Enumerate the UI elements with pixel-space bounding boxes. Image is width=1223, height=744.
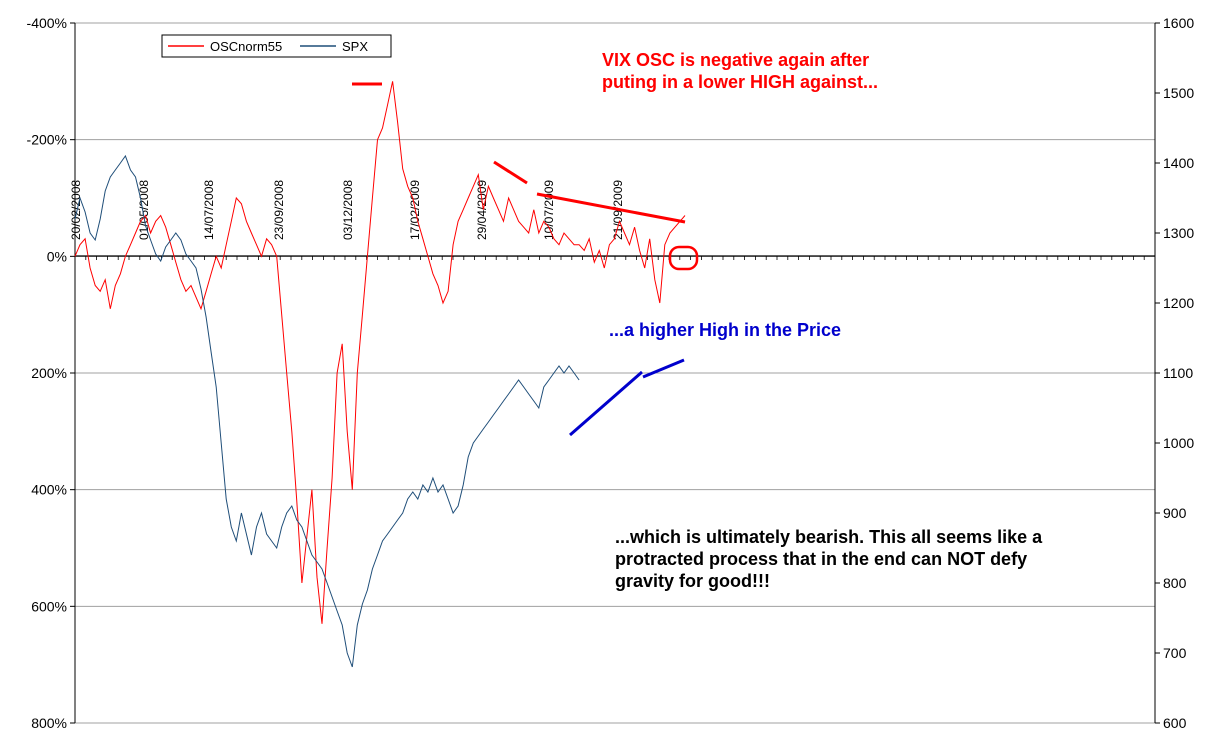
annotation-higher-high-line-1: ...a higher High in the Price <box>609 320 842 340</box>
blue-trendline-2 <box>642 358 685 379</box>
date-label: 01/05/2008 <box>137 180 151 240</box>
red-circle-marker <box>668 245 699 271</box>
left-tick-label: -400% <box>27 15 67 31</box>
date-label: 03/12/2008 <box>341 180 355 240</box>
red-trendline-short <box>493 160 528 185</box>
trendlines <box>352 82 699 437</box>
left-tick-label: -200% <box>27 132 67 148</box>
right-tick-label: 1300 <box>1163 225 1194 241</box>
gridlines <box>75 22 1155 724</box>
left-tick-label: 200% <box>31 365 67 381</box>
annotation-bearish-line-3: gravity for good!!! <box>615 571 770 591</box>
left-axis: -400% -200% 0% 200% 400% 600% 800% <box>27 15 76 731</box>
left-tick-label: 400% <box>31 482 67 498</box>
series-line-oscnorm55 <box>74 81 686 624</box>
right-tick-label: 1500 <box>1163 85 1194 101</box>
right-tick-label: 900 <box>1163 505 1187 521</box>
date-label: 14/07/2008 <box>202 180 216 240</box>
blue-trendline-1 <box>569 370 643 437</box>
annotation-vix-line-2: puting in a lower HIGH against... <box>602 72 879 92</box>
right-tick-label: 600 <box>1163 715 1187 731</box>
annotation-vix-osc: VIX OSC is negative again after puting i… <box>602 49 1022 93</box>
red-trendline-lower-high <box>536 192 686 224</box>
annotation-higher-high: ...a higher High in the Price <box>609 319 841 341</box>
annotation-bearish-line-1: ...which is ultimately bearish. This all… <box>615 527 1043 547</box>
left-tick-label: 0% <box>47 248 67 264</box>
right-tick-label: 1100 <box>1163 365 1193 381</box>
right-axis: 1600 1500 1400 1300 1200 1100 1000 900 800 700 600 <box>1154 15 1194 731</box>
annotation-bearish: ...which is ultimately bearish. This all… <box>615 526 1095 592</box>
right-tick-label: 800 <box>1163 575 1187 591</box>
legend-spx-label: SPX <box>342 39 368 54</box>
series-line-spx <box>74 154 580 668</box>
date-label: 20/02/2008 <box>69 180 83 240</box>
right-tick-label: 1400 <box>1163 155 1194 171</box>
date-label: 29/04/2009 <box>475 180 489 240</box>
right-tick-label: 1000 <box>1163 435 1194 451</box>
left-tick-label: 800% <box>31 715 67 731</box>
annotation-bearish-line-2: protracted process that in the end can N… <box>615 549 1028 569</box>
right-tick-label: 1600 <box>1163 15 1194 31</box>
zero-axis <box>74 255 1156 260</box>
date-label: 10/07/2009 <box>542 180 556 240</box>
date-labels: 20/02/2008 01/05/2008 14/07/2008 23/09/2008… <box>69 180 625 240</box>
date-label: 23/09/2008 <box>272 180 286 240</box>
legend: OSCnorm55 SPX <box>161 34 392 58</box>
right-tick-label: 1200 <box>1163 295 1194 311</box>
series-layer <box>74 81 686 668</box>
legend-osc-label: OSCnorm55 <box>210 39 282 54</box>
left-tick-label: 600% <box>31 598 67 614</box>
right-tick-label: 700 <box>1163 645 1187 661</box>
annotation-vix-line-1: VIX OSC is negative again after <box>602 50 870 70</box>
